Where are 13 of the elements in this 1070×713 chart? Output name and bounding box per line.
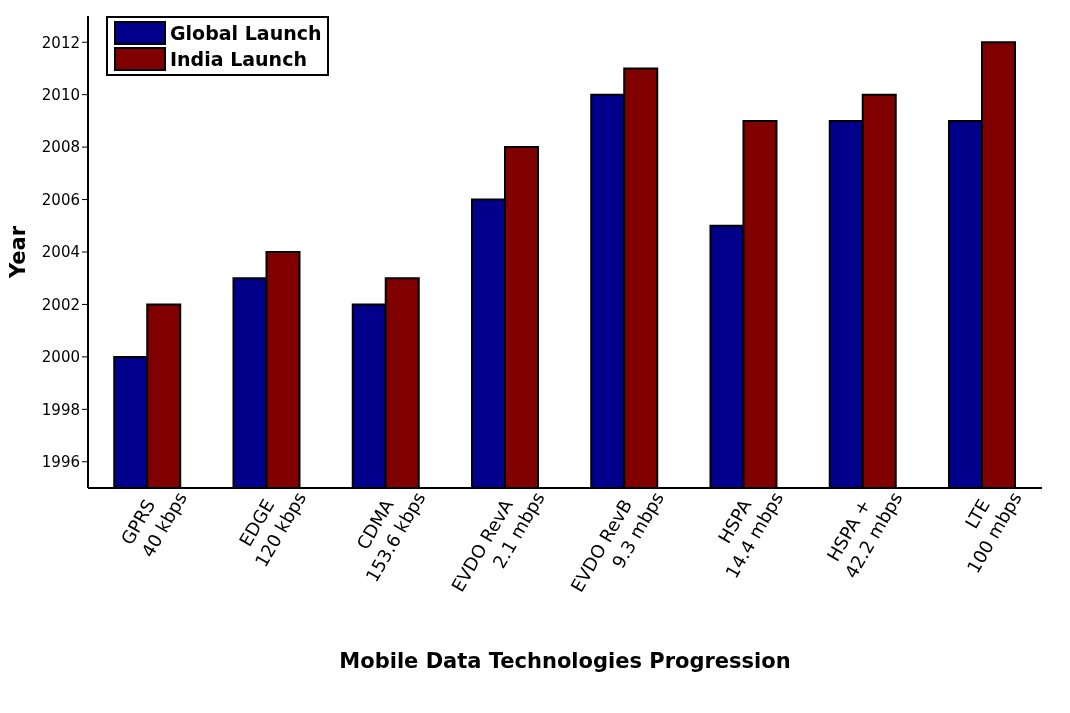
y-axis-title: Year — [6, 225, 31, 280]
y-tick-label: 2004 — [41, 243, 80, 262]
y-tick-label: 2000 — [41, 348, 80, 367]
legend-label: India Launch — [170, 47, 307, 72]
y-tick-label: 2002 — [41, 295, 80, 314]
legend-label: Global Launch — [170, 21, 322, 46]
y-tick-label: 2008 — [41, 138, 80, 157]
y-tick-label: 2006 — [41, 190, 80, 209]
y-tick-label: 2012 — [41, 33, 80, 52]
x-axis-title: Mobile Data Technologies Progression — [339, 649, 791, 673]
y-tick-label: 1996 — [41, 453, 80, 472]
y-tick-label: 2010 — [41, 85, 80, 104]
y-tick-label: 1998 — [41, 400, 80, 419]
